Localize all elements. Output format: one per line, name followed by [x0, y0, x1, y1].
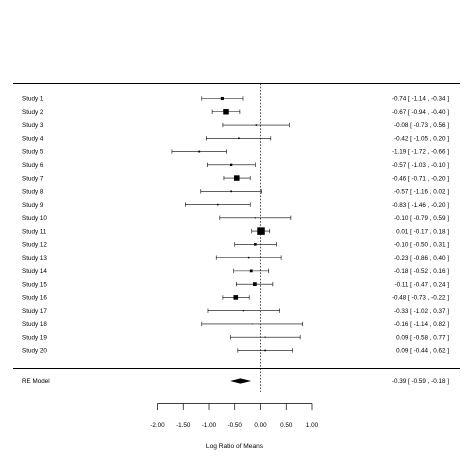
study-rows: Study 1 -0.74 [ -1.14 , -0.34 ] Study 2 -0.…	[22, 96, 449, 355]
x-tick-label: 0.00	[254, 422, 267, 429]
study-row: Study 9 -0.83 [ -1.46 , -0.20 ]	[22, 202, 449, 209]
x-tick-label: -1.00	[202, 422, 217, 429]
study-row: Study 17 -0.33 [ -1.02 , 0.37 ]	[22, 308, 449, 315]
study-row: Study 16 -0.48 [ -0.73 , -0.22 ]	[22, 295, 449, 302]
estimate-ci-text: -0.83 [ -1.46 , -0.20 ]	[392, 202, 449, 209]
study-label: Study 3	[22, 122, 44, 129]
study-row: Study 19 0.09 [ -0.58 , 0.77 ]	[22, 334, 449, 341]
point-estimate-marker	[198, 150, 201, 153]
summary-row: RE Model -0.39 [ -0.59 , -0.18 ]	[22, 378, 449, 385]
study-row: Study 20 0.09 [ -0.44 , 0.62 ]	[22, 348, 449, 355]
study-label: Study 6	[22, 162, 44, 169]
study-row: Study 3 -0.08 [ -0.73 , 0.56 ]	[22, 122, 449, 129]
study-row: Study 2 -0.67 [ -0.94 , -0.40 ]	[22, 109, 449, 116]
study-label: Study 9	[22, 202, 44, 209]
study-row: Study 5 -1.19 [ -1.72 , -0.66 ]	[22, 149, 449, 156]
estimate-ci-text: -1.19 [ -1.72 , -0.66 ]	[392, 149, 449, 156]
point-estimate-marker	[255, 124, 258, 126]
summary-label: RE Model	[22, 378, 50, 385]
study-label: Study 18	[22, 321, 47, 328]
point-estimate-marker	[254, 243, 257, 246]
study-row: Study 12 -0.10 [ -0.50 , 0.31 ]	[22, 242, 449, 249]
point-estimate-marker	[252, 282, 257, 287]
estimate-ci-text: -0.10 [ -0.79 , 0.59 ]	[394, 215, 449, 222]
point-estimate-marker	[249, 269, 253, 273]
study-row: Study 11 0.01 [ -0.17 , 0.18 ]	[22, 227, 449, 235]
study-row: Study 10 -0.10 [ -0.79 , 0.59 ]	[22, 215, 449, 222]
x-tick-label: -2.00	[150, 422, 165, 429]
estimate-ci-text: -0.67 [ -0.94 , -0.40 ]	[392, 109, 449, 116]
study-label: Study 10	[22, 215, 47, 222]
point-estimate-marker	[233, 295, 239, 300]
study-row: Study 6 -0.57 [ -1.03 , -0.10 ]	[22, 162, 449, 169]
point-estimate-marker	[264, 349, 266, 352]
study-label: Study 12	[22, 242, 47, 249]
estimate-ci-text: -0.42 [ -1.05 , 0.20 ]	[394, 135, 449, 142]
estimate-ci-text: -0.33 [ -1.02 , 0.37 ]	[394, 308, 449, 315]
estimate-ci-text: -0.23 [ -0.86 , 0.40 ]	[394, 255, 449, 262]
study-label: Study 13	[22, 255, 47, 262]
study-label: Study 16	[22, 295, 47, 302]
study-label: Study 2	[22, 109, 44, 116]
summary-diamond	[230, 378, 252, 384]
study-label: Study 19	[22, 334, 47, 341]
point-estimate-marker	[230, 190, 232, 193]
point-estimate-marker	[229, 163, 233, 166]
x-axis-title: Log Ratio of Means	[206, 443, 264, 450]
point-estimate-marker	[223, 109, 229, 115]
study-row: Study 1 -0.74 [ -1.14 , -0.34 ]	[22, 96, 449, 103]
estimate-ci-text: -0.16 [ -1.14 , 0.82 ]	[394, 321, 449, 328]
x-tick-label: -0.50	[228, 422, 243, 429]
study-row: Study 4 -0.42 [ -1.05 , 0.20 ]	[22, 135, 449, 142]
point-estimate-marker	[238, 137, 240, 140]
estimate-ci-text: -0.11 [ -0.47 , 0.24 ]	[395, 281, 450, 288]
estimate-ci-text: -0.46 [ -0.71 , -0.20 ]	[392, 175, 449, 182]
x-tick-label: 1.00	[306, 422, 319, 429]
study-row: Study 14 -0.18 [ -0.52 , 0.16 ]	[22, 268, 449, 275]
study-label: Study 15	[22, 281, 47, 288]
study-label: Study 14	[22, 268, 47, 275]
study-row: Study 18 -0.16 [ -1.14 , 0.82 ]	[22, 321, 449, 328]
point-estimate-marker	[220, 96, 224, 101]
study-label: Study 1	[22, 96, 44, 103]
estimate-ci-text: -0.08 [ -0.73 , 0.56 ]	[394, 122, 449, 129]
estimate-ci-text: -0.57 [ -1.03 , -0.10 ]	[392, 162, 449, 169]
study-label: Study 7	[22, 175, 44, 182]
study-label: Study 20	[22, 348, 47, 355]
x-axis-ticks: -2.00 -1.50 -1.00 -0.50 0.00 0.50 1.00	[150, 403, 319, 429]
estimate-ci-text: 0.09 [ -0.44 , 0.62 ]	[396, 348, 449, 355]
study-row: Study 13 -0.23 [ -0.86 , 0.40 ]	[22, 255, 449, 262]
summary-estimate-ci-text: -0.39 [ -0.59 , -0.18 ]	[392, 378, 449, 385]
study-label: Study 5	[22, 149, 44, 156]
estimate-ci-text: 0.09 [ -0.58 , 0.77 ]	[396, 334, 449, 341]
point-estimate-marker	[234, 175, 240, 181]
point-estimate-marker	[247, 256, 250, 259]
estimate-ci-text: 0.01 [ -0.17 , 0.18 ]	[396, 228, 449, 235]
point-estimate-marker	[251, 323, 253, 325]
study-row: Study 15 -0.11 [ -0.47 , 0.24 ]	[22, 281, 449, 288]
study-label: Study 8	[22, 189, 44, 196]
estimate-ci-text: -0.48 [ -0.73 , -0.22 ]	[392, 295, 449, 302]
estimate-ci-text: -0.74 [ -1.14 , -0.34 ]	[392, 96, 449, 103]
x-tick-label: -1.50	[176, 422, 191, 429]
point-estimate-marker	[257, 227, 265, 235]
estimate-ci-text: -0.18 [ -0.52 , 0.16 ]	[394, 268, 449, 275]
study-label: Study 4	[22, 135, 44, 142]
estimate-ci-text: -0.10 [ -0.50 , 0.31 ]	[394, 242, 449, 249]
point-estimate-marker	[216, 203, 219, 206]
study-label: Study 17	[22, 308, 47, 315]
point-estimate-marker	[254, 217, 256, 219]
study-label: Study 11	[22, 228, 47, 235]
estimate-ci-text: -0.57 [ -1.16 , 0.02 ]	[394, 189, 449, 196]
x-tick-label: 0.50	[280, 422, 293, 429]
point-estimate-marker	[264, 336, 266, 338]
point-estimate-marker	[242, 310, 245, 312]
study-row: Study 8 -0.57 [ -1.16 , 0.02 ]	[22, 189, 449, 196]
x-axis: -2.00 -1.50 -1.00 -0.50 0.00 0.50 1.00 Log Rat…	[150, 403, 319, 450]
study-row: Study 7 -0.46 [ -0.71 , -0.20 ]	[22, 175, 449, 182]
